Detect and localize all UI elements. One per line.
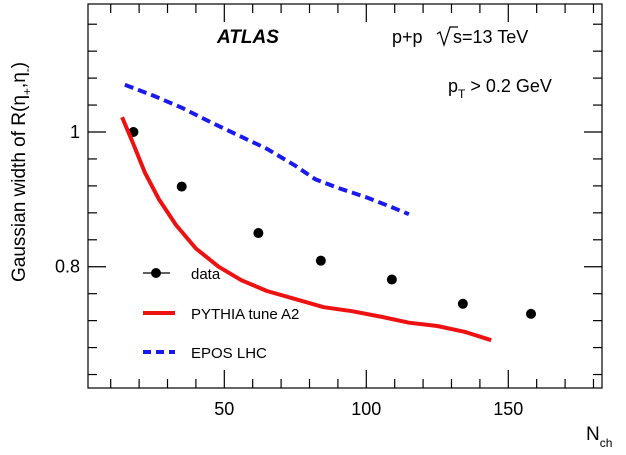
data-point	[457, 298, 468, 309]
epos-curve	[124, 82, 410, 217]
pt-cut-sub: T	[458, 87, 466, 101]
y-tick-label: 1	[70, 122, 80, 142]
x-axis-ticks: 50 100 150	[110, 4, 595, 419]
collision-info: p+p s=13 TeV	[392, 26, 528, 47]
pt-cut-label: pT > 0.2 GeV	[448, 76, 552, 101]
y-axis-ticks: 0.81	[55, 23, 602, 376]
sqrt-symbol	[436, 26, 458, 47]
legend-pythia-label: PYTHIA tune A2	[191, 306, 299, 323]
legend: data PYTHIA tune A2 EPOS LHC	[143, 266, 299, 362]
pythia-curve	[120, 116, 492, 343]
y-tick-label: 0.8	[55, 257, 80, 277]
legend-data-label: data	[191, 266, 221, 283]
data-point	[526, 308, 537, 319]
series-layer	[120, 82, 537, 343]
y-axis-label-mid: ,η	[9, 72, 30, 88]
x-tick-label: 150	[493, 399, 523, 419]
x-axis-label: Nch	[586, 424, 612, 450]
y-axis-label-sub1: +	[20, 88, 34, 95]
legend-data-marker	[151, 268, 161, 278]
collision-label: p+p	[392, 27, 423, 47]
y-axis-label-sub2: -	[20, 68, 34, 72]
data-point	[176, 181, 187, 192]
energy-label: s=13 TeV	[453, 27, 528, 47]
y-axis-label: Gaussian width of R(η+,η-)	[9, 62, 34, 282]
atlas-label: ATLAS	[216, 27, 279, 48]
legend-epos-label: EPOS LHC	[191, 345, 267, 362]
pt-cut-prefix: p	[448, 76, 458, 96]
x-tick-label: 100	[351, 399, 381, 419]
x-axis-label-sub: ch	[600, 436, 613, 450]
data-point	[315, 255, 326, 266]
y-axis-label-end: )	[9, 62, 30, 68]
y-axis-label-main: Gaussian width of R(η	[9, 95, 30, 282]
plot-frame	[87, 3, 603, 389]
data-point	[253, 228, 264, 239]
x-axis-label-main: N	[586, 424, 600, 445]
x-tick-label: 50	[214, 399, 234, 419]
pt-cut-suffix: > 0.2 GeV	[465, 76, 552, 96]
data-point	[386, 274, 397, 285]
